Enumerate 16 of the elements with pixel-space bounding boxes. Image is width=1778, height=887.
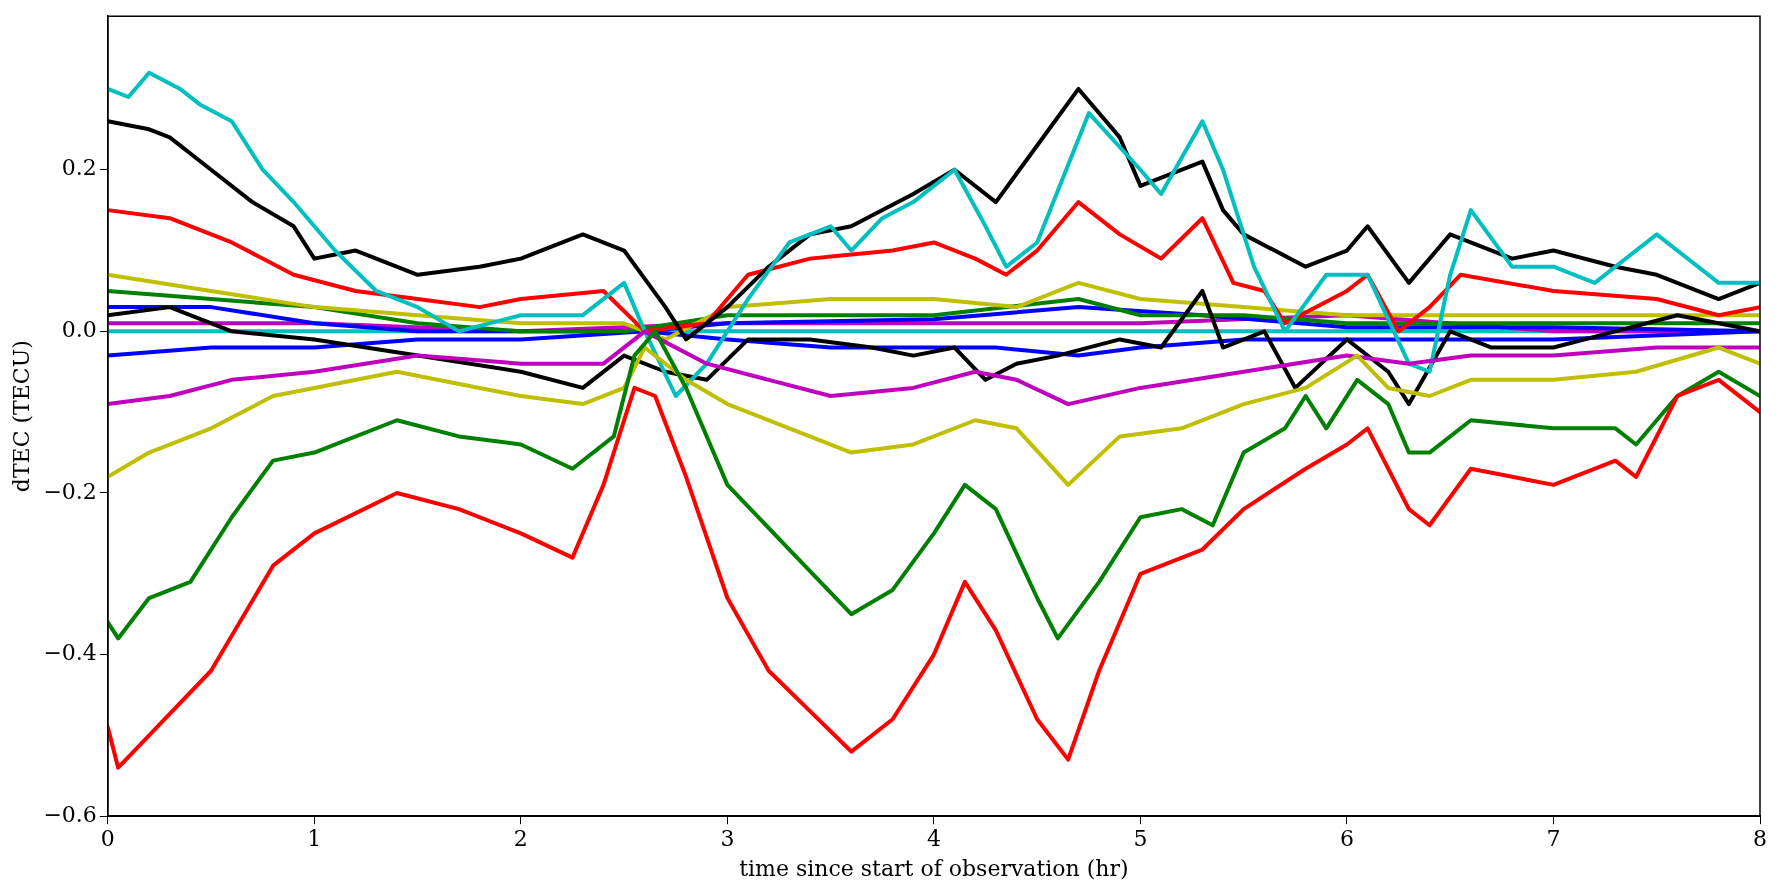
- y-tick-label: 0.2: [61, 155, 97, 181]
- y-tick-label: 0.0: [61, 317, 97, 343]
- x-tick-label: 2: [513, 826, 528, 852]
- x-axis-title: time since start of observation (hr): [739, 855, 1129, 881]
- y-tick-label: −0.6: [43, 801, 97, 827]
- x-tick-label: 1: [307, 826, 322, 852]
- x-tick-label: 6: [1339, 826, 1354, 852]
- y-tick-label: −0.4: [43, 640, 97, 666]
- x-tick-label: 5: [1133, 826, 1148, 852]
- x-tick-label: 0: [100, 826, 115, 852]
- x-tick-label: 7: [1546, 826, 1561, 852]
- x-tick-label: 8: [1753, 826, 1767, 852]
- y-tick-label: −0.2: [43, 478, 97, 504]
- x-tick-label: 4: [926, 826, 941, 852]
- x-tick-label: 3: [720, 826, 735, 852]
- y-axis-title: dTEC (TECU): [8, 340, 34, 493]
